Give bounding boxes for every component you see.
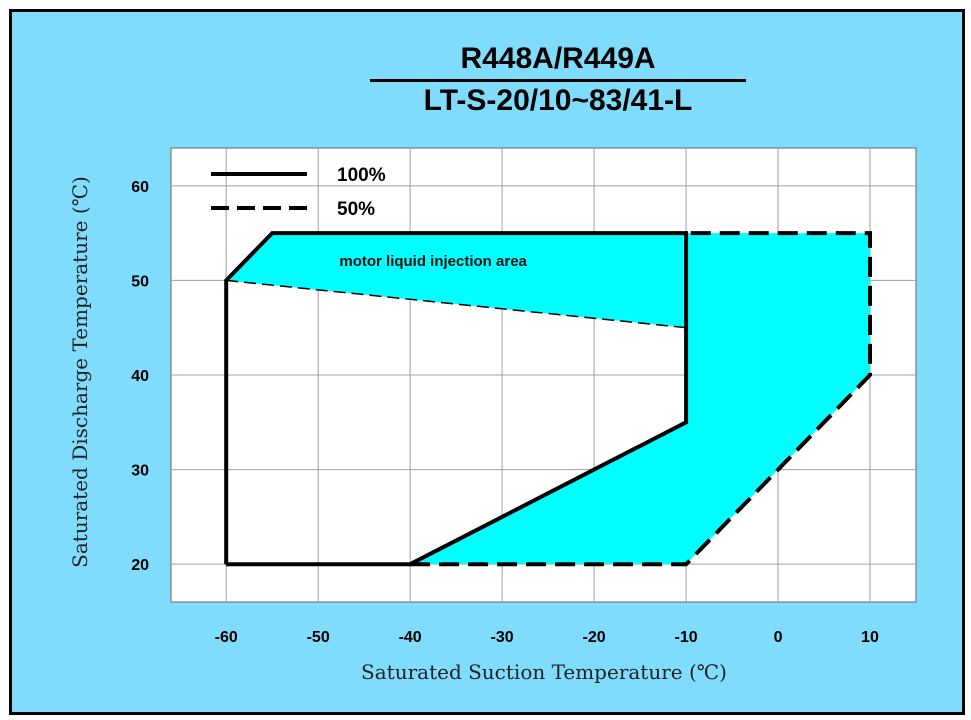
- x-axis-label: Saturated Suction Temperature (℃): [361, 660, 727, 684]
- shaded-region: [410, 233, 870, 565]
- y-tick-label: 40: [131, 368, 149, 385]
- x-tick-label: 10: [861, 629, 879, 646]
- legend-label: 50%: [337, 199, 375, 220]
- chart-title: R448A/R449A: [460, 42, 656, 75]
- y-tick-label: 50: [131, 273, 149, 290]
- x-tick-label: 0: [774, 629, 783, 646]
- chart-subtitle: LT-S-20/10~83/41-L: [423, 84, 693, 117]
- x-tick-label: -60: [215, 629, 238, 646]
- injection-boundary-line: [226, 279, 687, 329]
- y-tick-label: 30: [131, 463, 149, 480]
- y-tick-label: 20: [131, 557, 149, 574]
- title-rule: [370, 79, 746, 82]
- x-tick-label: -40: [399, 629, 422, 646]
- x-tick-label: -10: [674, 629, 697, 646]
- x-tick-label: -20: [583, 629, 606, 646]
- y-axis-label: Saturated Discharge Temperature (℃): [68, 176, 92, 568]
- y-tick-label: 60: [131, 179, 149, 196]
- legend-label: 100%: [337, 165, 386, 186]
- x-tick-label: -50: [307, 629, 330, 646]
- region-annotation: motor liquid injection area: [339, 253, 527, 270]
- series-line-50pct: [410, 231, 872, 567]
- shaded-region: [226, 233, 687, 328]
- x-tick-label: -30: [491, 629, 514, 646]
